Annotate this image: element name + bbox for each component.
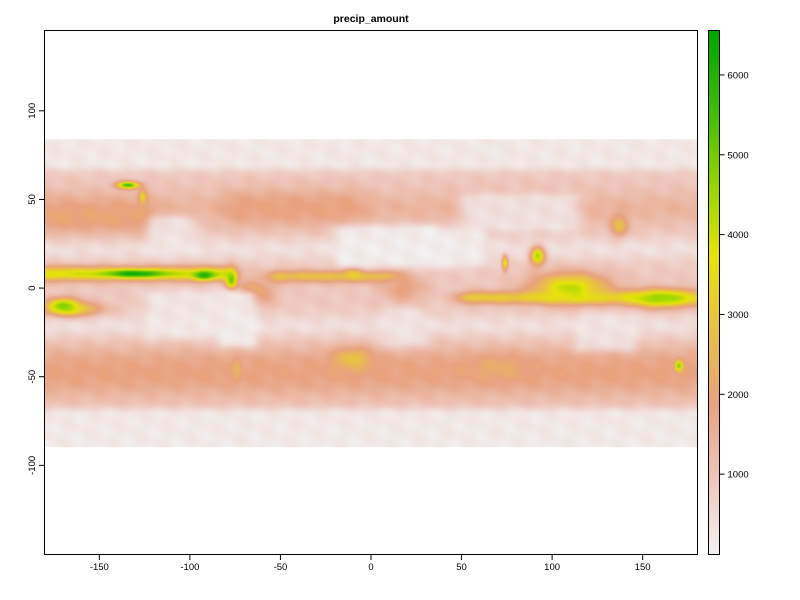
x-axis: -150 -100 -50 0 50 100 150 <box>90 554 651 573</box>
colorbar-tick-label: 6000 <box>728 70 749 81</box>
colorbar-tick-label: 4000 <box>728 230 749 241</box>
x-tick-label: -100 <box>180 562 199 573</box>
x-tick-label: 0 <box>368 562 373 573</box>
y-tick-label: -100 <box>27 456 38 475</box>
colorbar-tick-label: 5000 <box>728 150 749 161</box>
colorbar-tick-label: 3000 <box>728 310 749 321</box>
y-tick-label: 0 <box>27 285 38 290</box>
x-tick-label: 50 <box>456 562 467 573</box>
colorbar-fill <box>708 30 720 555</box>
x-tick-label: -150 <box>90 562 109 573</box>
colorbar-tick-label: 1000 <box>728 470 749 481</box>
colorbar-tick-label: 2000 <box>728 390 749 401</box>
x-tick-label: 100 <box>544 562 560 573</box>
y-tick-label: -50 <box>27 370 38 384</box>
y-tick-label: 50 <box>27 194 38 205</box>
x-tick-label: 150 <box>635 562 651 573</box>
colorbar-legend: 1000 2000 3000 4000 5000 6000 <box>708 30 749 555</box>
map-title: precip_amount <box>333 13 409 25</box>
x-tick-label: -50 <box>274 562 288 573</box>
y-axis: -100 -50 0 50 100 <box>27 103 45 475</box>
colorbar-ticks: 1000 2000 3000 4000 5000 6000 <box>719 70 749 481</box>
precip-raster <box>45 139 697 448</box>
y-tick-label: 100 <box>27 103 38 119</box>
